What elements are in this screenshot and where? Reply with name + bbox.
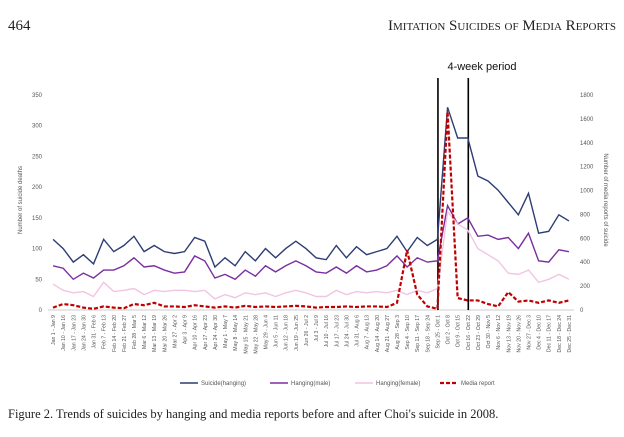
x-tick-label: Apr 3 - Apr 9 [183, 315, 189, 344]
x-tick-label: Jan 17 - Jan 23 [71, 315, 77, 351]
x-tick-label: Jun 12 - Jun 18 [284, 315, 290, 351]
x-tick-label: Aug 28 - Sep 3 [395, 315, 401, 350]
x-tick-label: Dec 18 - Dec 24 [557, 315, 563, 353]
y2-tick-label: 1600 [580, 117, 594, 123]
y-tick-label: 250 [32, 154, 43, 160]
y2-tick-label: 600 [580, 236, 591, 242]
y2-tick-label: 1800 [580, 93, 594, 99]
annotation: 4-week period [447, 61, 516, 73]
y-tick-label: 200 [32, 185, 43, 191]
y-axis-title: Number of suicide deaths [18, 166, 24, 234]
x-tick-label: Dec 11 - Dec 17 [547, 315, 553, 352]
x-tick-label: Jun 26 - Jul 2 [304, 315, 310, 346]
x-tick-label: Mar 27 - Apr 2 [172, 315, 178, 348]
x-tick-label: Jul 24 - Jul 30 [344, 315, 350, 347]
y2-axis-title: Number of media reports of suicide [602, 153, 608, 247]
series-line [52, 111, 570, 311]
x-tick-label: Jan 1 - Jan 9 [51, 315, 57, 345]
y2-tick-label: 1400 [580, 141, 594, 147]
x-tick-label: Mar 13 - Mar 19 [152, 315, 158, 352]
x-tick-label: Feb 28 - Mar 5 [132, 315, 138, 349]
series-line [52, 203, 570, 281]
x-tick-label: Mar 6 - Mar 12 [142, 315, 148, 349]
x-tick-label: Oct 30 - Nov 5 [486, 315, 492, 349]
y2-tick-label: 400 [580, 260, 591, 266]
x-tick-label: Jul 31 - Aug 6 [355, 315, 361, 347]
series-line [52, 107, 570, 269]
x-tick-label: Jan 24 - Jan 30 [81, 315, 87, 351]
y2-tick-label: 0 [580, 308, 584, 314]
y2-tick-label: 1000 [580, 189, 594, 195]
x-tick-label: Sep 4 - Sep 10 [405, 315, 411, 350]
x-tick-label: Jun 19 - Jun 25 [294, 315, 300, 351]
x-tick-label: Nov 6 - Nov 12 [496, 315, 502, 350]
y-tick-label: 100 [32, 247, 43, 253]
y2-tick-label: 200 [580, 284, 591, 290]
x-tick-label: May 22 - May 28 [253, 315, 259, 354]
y-tick-label: 150 [32, 216, 43, 222]
x-tick-label: Jul 17 - Jul 23 [334, 315, 340, 347]
caption: Figure 2. Trends of suicides by hanging … [8, 407, 498, 421]
legend-label: Hanging(female) [376, 381, 420, 387]
legend-label: Suicide(hanging) [201, 381, 246, 387]
legend-label: Hanging(male) [291, 381, 330, 387]
x-tick-label: Feb 14 - Feb 20 [112, 315, 118, 352]
x-tick-label: Nov 13 - Nov 19 [506, 315, 512, 353]
y2-tick-label: 1200 [580, 165, 594, 171]
y-tick-label: 50 [35, 277, 42, 283]
x-tick-label: Jul 3 - Jul 9 [314, 315, 320, 342]
x-tick-label: Aug 21 - Aug 27 [385, 315, 391, 352]
x-tick-label: Aug 14 - Aug 20 [375, 315, 381, 352]
y-tick-label: 300 [32, 124, 43, 130]
x-tick-label: Jan 31 - Feb 6 [92, 315, 98, 349]
x-tick-label: Oct 23 - Oct 29 [476, 315, 482, 350]
x-tick-label: Oct 16 - Oct 22 [466, 315, 472, 350]
x-tick-label: May 29 - Jun 4 [263, 315, 269, 349]
y-tick-label: 0 [39, 308, 43, 314]
x-tick-label: Jul 10 - Jul 16 [324, 315, 330, 347]
series-line [52, 210, 570, 300]
x-tick-label: Feb 7 - Feb 13 [102, 315, 108, 349]
x-tick-label: Sep 18 - Sep 24 [425, 315, 431, 353]
y2-tick-label: 800 [580, 212, 591, 218]
x-tick-label: Oct 9 - Oct 15 [456, 315, 462, 347]
y-tick-label: 350 [32, 93, 43, 99]
x-tick-label: Aug 7 - Aug 13 [365, 315, 371, 349]
legend-label: Media report [461, 381, 495, 387]
x-tick-label: Feb 21 - Feb 27 [122, 315, 128, 352]
running-title: Imitation Suicides of Media Reports [388, 18, 616, 34]
page-number: 464 [8, 18, 31, 34]
x-tick-label: Dec 25 - Dec 31 [567, 315, 573, 353]
x-tick-label: Sep 25 - Oct 1 [435, 315, 441, 349]
x-tick-label: Jun 5 - Jun 11 [274, 315, 280, 348]
x-tick-label: Sep 11 - Sep 17 [415, 315, 421, 352]
x-tick-label: May 1 - May 7 [223, 315, 229, 348]
x-tick-label: Mar 20 - Mar 26 [162, 315, 168, 352]
x-tick-label: Nov 20 - Nov 26 [516, 315, 522, 353]
x-tick-label: Nov 27 - Dec 3 [526, 315, 532, 350]
x-tick-label: Apr 17 - Apr 23 [203, 315, 209, 350]
x-tick-label: Jan 10 - Jan 16 [61, 315, 67, 351]
x-tick-label: Apr 10 - Apr 16 [193, 315, 199, 350]
x-tick-label: Dec 4 - Dec 10 [537, 315, 543, 350]
x-tick-label: Oct 2 - Oct 8 [446, 315, 452, 345]
x-tick-label: May 8 - May 14 [233, 315, 239, 351]
x-tick-label: May 15 - May 21 [243, 315, 249, 354]
x-tick-label: Apr 24 - Apr 30 [213, 315, 219, 350]
